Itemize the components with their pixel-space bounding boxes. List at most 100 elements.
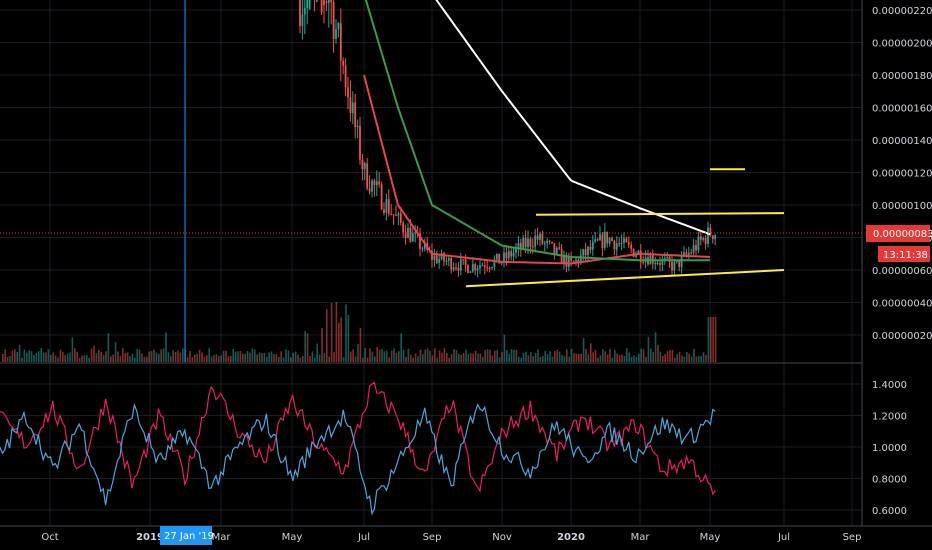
volume-bar xyxy=(338,322,340,362)
volume-bar xyxy=(640,348,642,362)
volume-bar xyxy=(626,348,628,362)
candle-body xyxy=(447,258,450,261)
volume-bar xyxy=(532,356,534,362)
volume-bar xyxy=(333,351,335,362)
candle-body xyxy=(457,267,460,271)
volume-bar xyxy=(59,349,62,362)
candle-body xyxy=(519,242,522,249)
candle-body xyxy=(323,0,325,6)
oscillator-tick-label: 1.0000 xyxy=(872,443,907,454)
candle-body xyxy=(536,235,539,240)
candle-body xyxy=(594,239,597,242)
volume-bar xyxy=(21,357,23,362)
candle-body xyxy=(579,255,582,264)
candle-body xyxy=(368,188,371,192)
candle-body xyxy=(680,255,683,268)
oscillator-axis[interactable]: 1.4000 1.2000 1.0000 0.8000 0.6000 xyxy=(872,380,907,517)
volume-bar xyxy=(702,352,705,362)
volume-bar xyxy=(597,357,599,362)
trendline xyxy=(535,212,785,216)
volume-bar xyxy=(676,354,678,362)
volume-bar xyxy=(93,345,95,362)
candle-body xyxy=(697,236,700,251)
candle-body xyxy=(481,265,484,267)
volume-bar xyxy=(467,353,470,362)
volume-bar xyxy=(57,357,59,362)
candle-body xyxy=(349,97,352,113)
candle-body xyxy=(548,240,551,242)
volume-bar xyxy=(256,354,258,362)
candle-body xyxy=(399,213,402,223)
volume-bar xyxy=(323,352,326,362)
volume-bar xyxy=(645,356,647,362)
volume-bar xyxy=(9,356,11,362)
time-tick-label: May xyxy=(700,532,721,543)
volume-bar xyxy=(693,348,695,362)
volume-bar xyxy=(438,350,441,362)
volume-bar xyxy=(124,353,126,362)
candle-body xyxy=(613,240,616,250)
countdown-badge: 13:11:38 xyxy=(878,246,930,262)
price-tick-label: 0.00000160 xyxy=(872,104,932,115)
volume-bar xyxy=(206,355,208,362)
volume-bar xyxy=(28,350,30,362)
volume-bar xyxy=(513,349,515,362)
volume-bar xyxy=(594,350,597,362)
volume-bar xyxy=(690,356,693,362)
candle-body xyxy=(659,263,661,265)
volume-bar xyxy=(215,354,218,362)
volume-bar xyxy=(158,353,160,362)
candle-body xyxy=(375,181,378,186)
candle-body xyxy=(591,241,594,250)
candle-body xyxy=(435,255,438,263)
volume-bar xyxy=(354,356,357,362)
volume-bar xyxy=(182,348,184,362)
candle-body xyxy=(632,248,635,257)
trendlines[interactable] xyxy=(465,168,785,288)
oscillator-tick-label: 0.6000 xyxy=(872,506,907,517)
volume-bar xyxy=(635,356,638,362)
candle-body xyxy=(433,255,436,260)
candle-body xyxy=(409,227,412,242)
volume-bar xyxy=(390,350,393,362)
candle-body xyxy=(692,245,695,253)
volume-bar xyxy=(470,353,472,362)
candle-body xyxy=(683,252,685,256)
volume-bar xyxy=(86,354,88,362)
volume-bar xyxy=(69,352,71,362)
volume-bar xyxy=(486,349,489,362)
time-tick-label: Jul xyxy=(357,532,370,543)
volume-bar xyxy=(400,333,402,362)
candle-body xyxy=(337,23,340,30)
volume-bar xyxy=(638,353,640,362)
oscillator-line xyxy=(0,381,716,496)
volume-bar xyxy=(402,349,405,362)
volume-bar xyxy=(83,355,86,362)
volume-bar xyxy=(352,349,354,362)
volume-bar xyxy=(314,357,316,362)
candle-body xyxy=(411,233,414,242)
candle-body xyxy=(325,1,328,4)
volume-bar xyxy=(155,352,158,362)
candle-body xyxy=(661,259,664,265)
volume-bar xyxy=(592,352,594,362)
candle-body xyxy=(342,60,345,66)
time-axis[interactable]: Oct 2019 Mar May Jul Sep Nov 2020 Mar May Jul Sep xyxy=(41,532,861,543)
volume-bar xyxy=(150,350,153,362)
volume-bar xyxy=(405,357,407,362)
candle-body xyxy=(563,254,565,264)
price-tick-label: 0.00000040 xyxy=(872,299,932,310)
candle-body xyxy=(625,238,628,243)
candle-body xyxy=(539,234,541,240)
candle-body xyxy=(637,250,640,255)
candle-body xyxy=(380,184,383,210)
volume-bar xyxy=(134,357,136,362)
price-tick-label: 0.00000100 xyxy=(872,201,932,212)
candle-body xyxy=(476,268,479,271)
volume-bar xyxy=(98,350,100,362)
candle-body xyxy=(488,268,491,270)
volume-bar xyxy=(482,356,484,362)
candle-body xyxy=(421,248,424,250)
volume-bar xyxy=(174,351,177,362)
